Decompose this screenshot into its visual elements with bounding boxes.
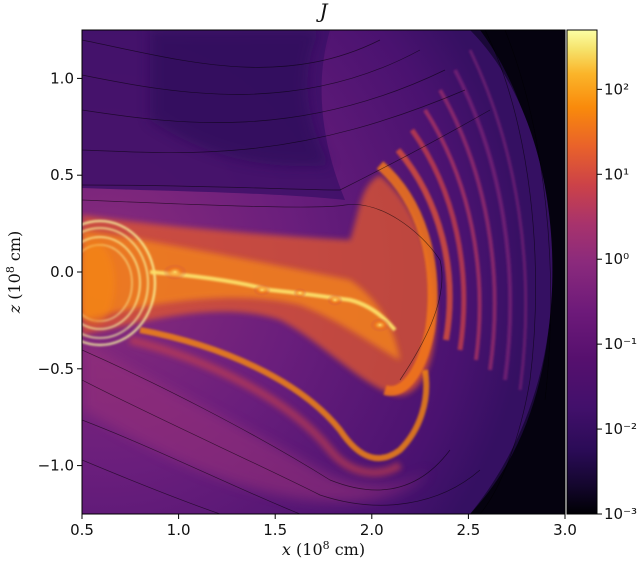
colorbar-tick-label: 10⁻¹ [604,335,637,353]
x-axis-label: x (108 cm) [282,539,365,559]
colorbar-gradient [566,29,598,515]
colorbar-tick-label: 10¹ [604,165,629,183]
y-tick-label: 1.0 [50,69,74,87]
x-tick-label: 1.0 [167,521,191,539]
y-axis-label: z (108 cm) [4,231,24,315]
y-tick-label: 0.5 [50,166,74,184]
x-tick-label: 2.0 [360,521,384,539]
x-tick-label: 1.5 [263,521,287,539]
y-tick-label: −1.0 [38,457,74,475]
x-axis: 0.5 1.0 1.5 2.0 2.5 3.0 [70,514,577,539]
colorbar: 10² 10¹ 10⁰ 10⁻¹ 10⁻² 10⁻³ [566,29,637,523]
y-tick-label: 0.0 [50,263,74,281]
colorbar-tick-label: 10⁻³ [604,505,637,523]
x-tick-label: 3.0 [553,521,577,539]
heatmap-image [82,30,565,514]
y-axis: 1.0 0.5 0.0 −0.5 −1.0 [38,69,82,475]
x-tick-label: 2.5 [456,521,480,539]
colorbar-tick-label: 10² [604,80,629,98]
colorbar-tick-label: 10⁻² [604,420,637,438]
colorbar-ticks: 10² 10¹ 10⁰ 10⁻¹ 10⁻² 10⁻³ [597,80,637,523]
plasmoids [163,264,390,332]
y-tick-label: −0.5 [38,360,74,378]
colorbar-tick-label: 10⁰ [604,250,629,268]
x-tick-label: 0.5 [70,521,94,539]
chart-title: J [315,0,328,23]
